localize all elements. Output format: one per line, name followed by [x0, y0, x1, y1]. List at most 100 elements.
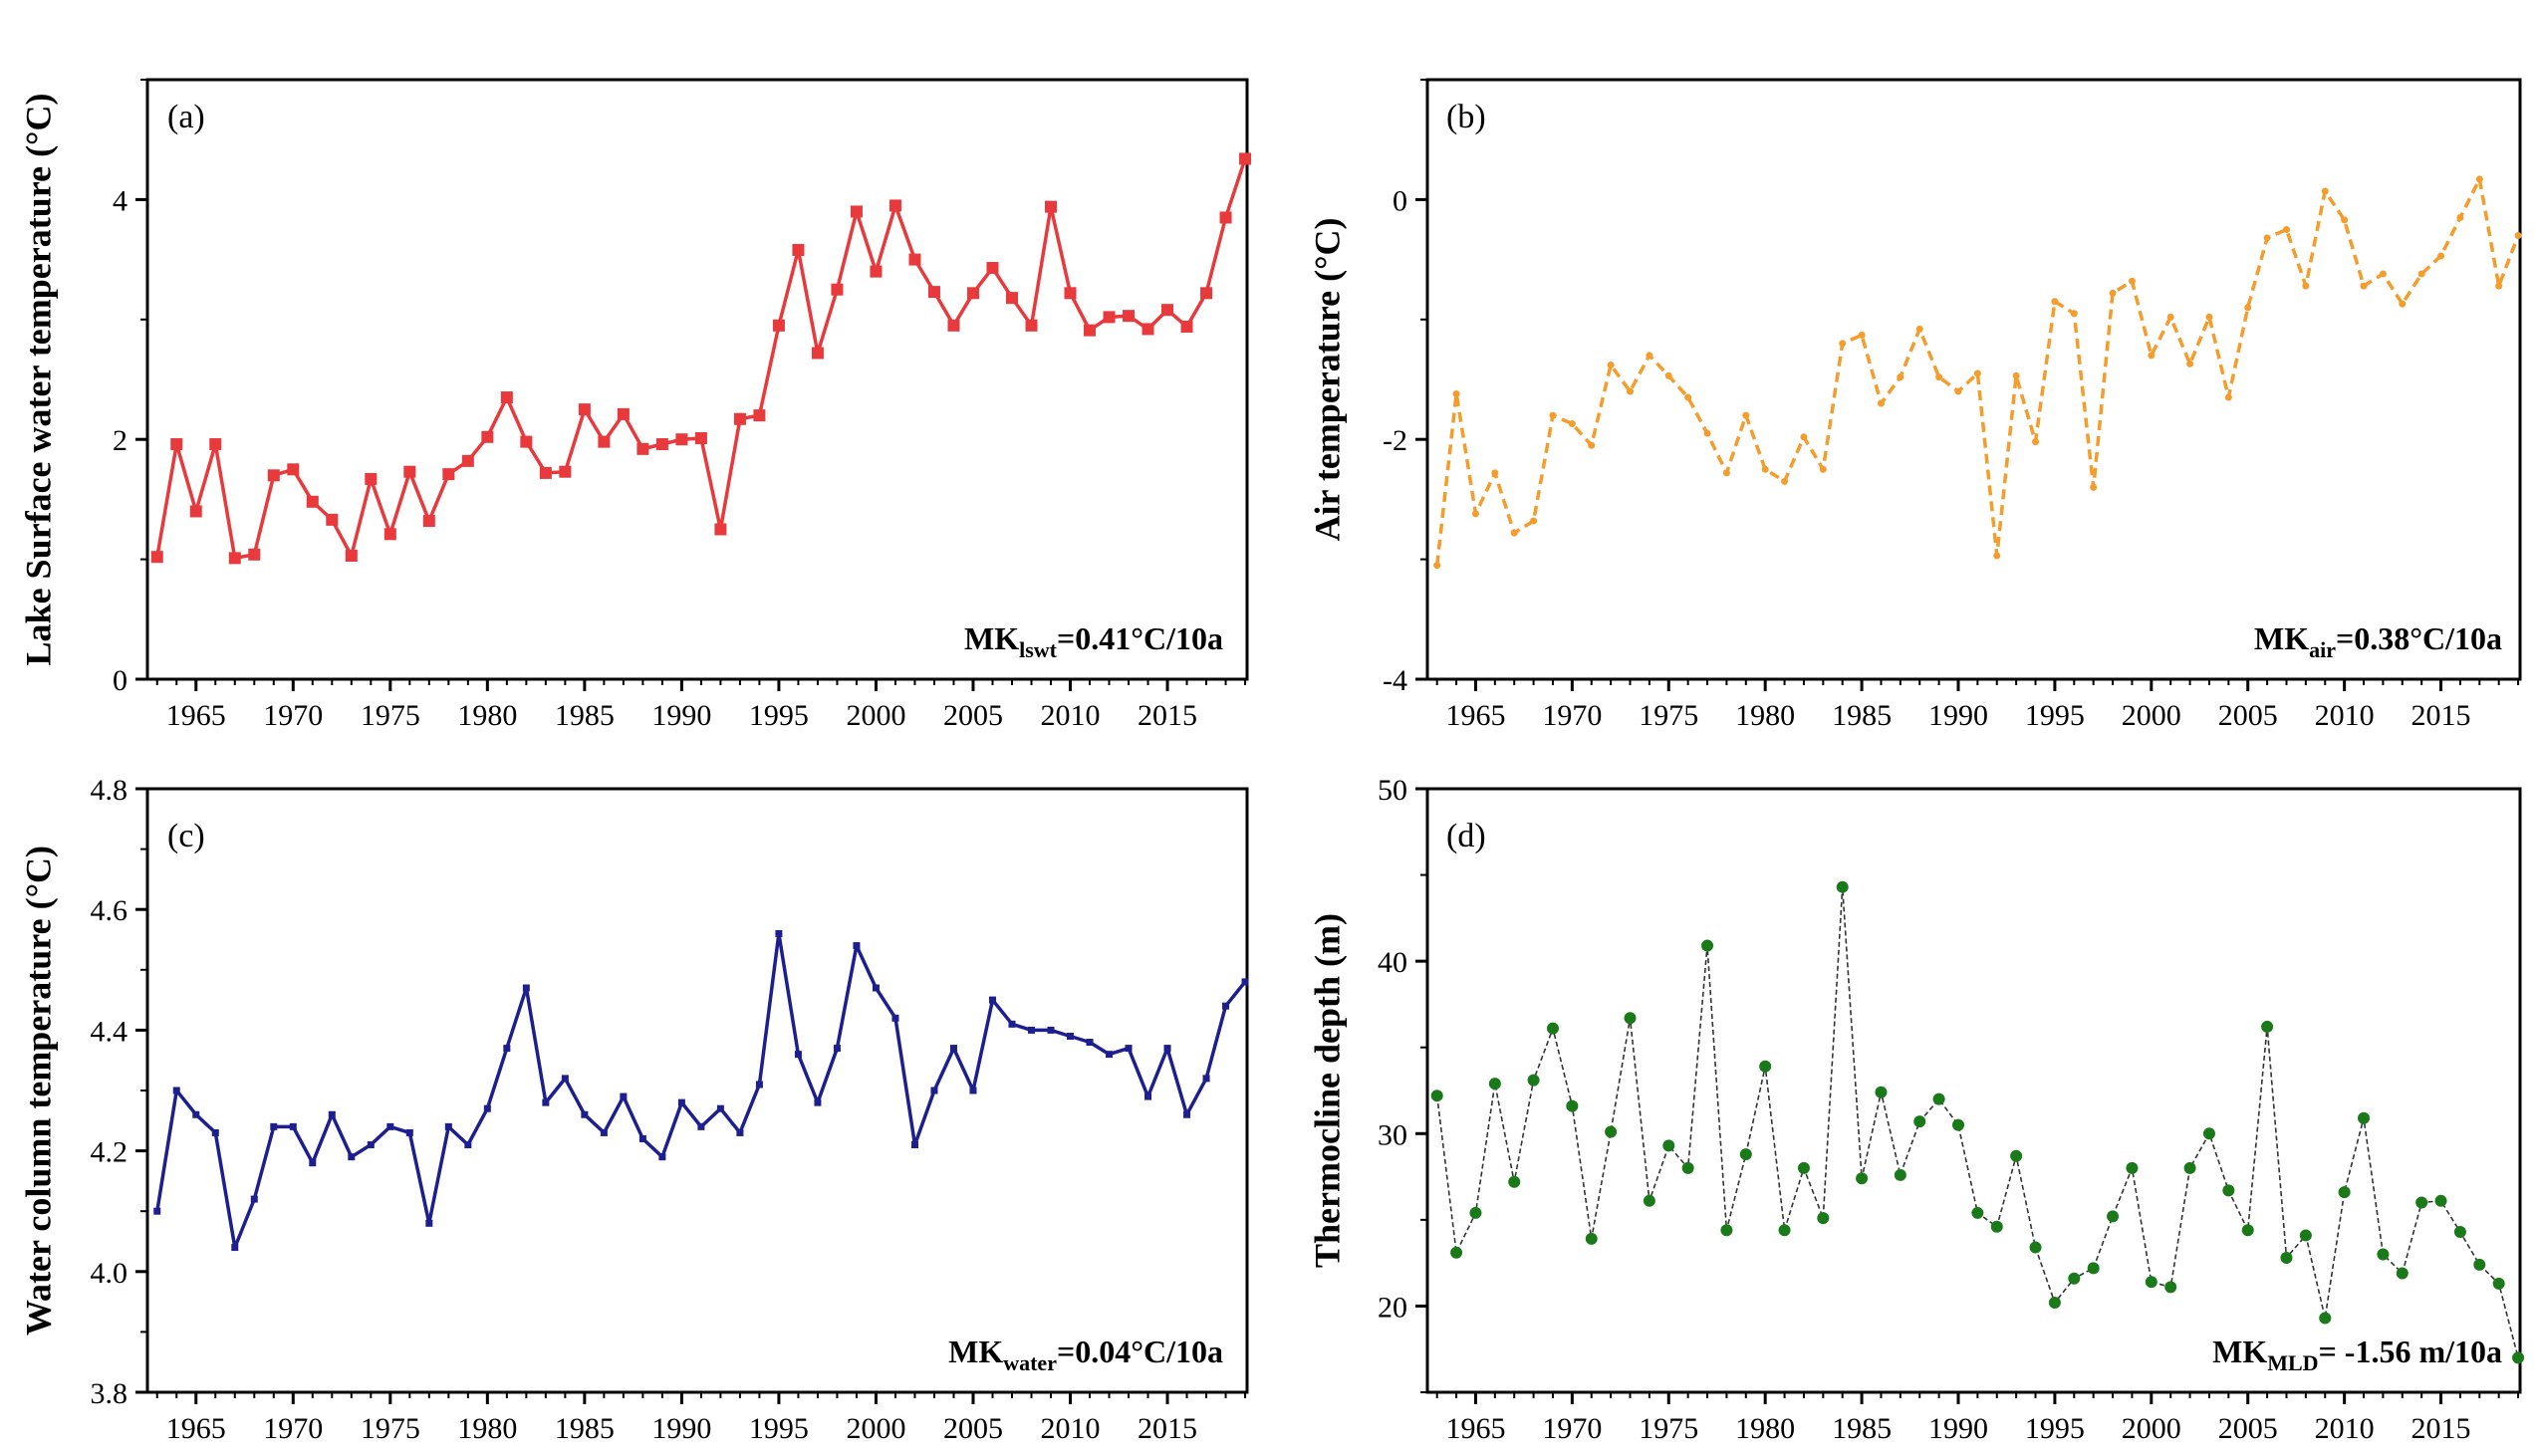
plot-frame [145, 787, 1249, 1394]
data-point [2244, 304, 2252, 312]
data-point [753, 409, 766, 422]
data-point [1894, 1168, 1906, 1181]
data-point [2183, 1161, 2196, 1174]
data-point [772, 319, 785, 332]
x-tick-label: 1985 [555, 1412, 615, 1445]
x-tick-label: 2000 [2122, 699, 2181, 732]
data-point [581, 1110, 589, 1118]
data-point [792, 243, 805, 256]
data-point [1681, 1161, 1694, 1174]
data-point [1200, 287, 1213, 300]
data-point [1183, 1110, 1191, 1118]
data-point [775, 929, 783, 937]
data-point [2224, 393, 2232, 401]
x-tick-label: 1990 [651, 1412, 711, 1445]
panel-a: 0 2 4 1965 1970 1975 1980 1985 1990 1995 2000 2005 2… [18, 78, 1252, 732]
data-point [872, 984, 880, 992]
data-point [733, 412, 746, 425]
data-point [1703, 429, 1711, 437]
panel-c: 3.8 4.0 4.2 4.4 4.6 4.8 1965 1970 1975 1980 1985 19… [18, 774, 1249, 1445]
x-tick-label: 2005 [2218, 1412, 2278, 1445]
data-point [1452, 389, 1460, 397]
data-point [383, 528, 396, 541]
data-point [2029, 1241, 2042, 1254]
data-point [503, 1045, 511, 1053]
data-point [2492, 1277, 2505, 1290]
data-point [1064, 287, 1077, 300]
data-point [988, 996, 996, 1004]
data-point [600, 1128, 608, 1136]
data-point [966, 287, 979, 300]
x-tick-label: 2010 [1041, 1412, 1101, 1445]
data-point [1433, 562, 1441, 570]
x-tick-label: 1965 [166, 1412, 226, 1445]
data-point [910, 1141, 918, 1149]
panel-label: (c) [167, 818, 205, 854]
data-point [1450, 1246, 1463, 1259]
y-tick-label: 4.8 [91, 774, 128, 807]
mk-subscript: MLD [2267, 1350, 2318, 1375]
x-tick-label: 2005 [943, 1412, 1003, 1445]
x-tick-label: 1995 [2025, 1412, 2085, 1445]
data-point [2514, 232, 2522, 240]
data-point [1568, 420, 1576, 428]
data-point [2475, 175, 2483, 183]
data-point [1241, 978, 1249, 986]
data-point [539, 466, 552, 479]
data-point [1488, 1078, 1501, 1091]
data-point [636, 442, 649, 455]
x-tick-label: 1990 [651, 699, 711, 732]
data-point [2302, 282, 2310, 290]
data-point [1684, 393, 1692, 401]
data-point [405, 1128, 413, 1136]
data-point [1742, 411, 1750, 419]
x-tick-label: 1985 [555, 699, 615, 732]
data-point [1627, 387, 1635, 395]
data-point [2456, 213, 2464, 221]
data-point [891, 1014, 899, 1022]
data-point [833, 1045, 841, 1053]
x-tick-label: 2005 [943, 699, 1003, 732]
data-point [367, 1141, 375, 1149]
data-point [2148, 352, 2156, 360]
data-point [2186, 360, 2194, 367]
data-point [542, 1098, 550, 1106]
data-point [1086, 1039, 1094, 1047]
data-point [1239, 152, 1252, 165]
panel-label: (b) [1446, 99, 1486, 135]
x-tick-label: 2015 [1138, 1412, 1197, 1445]
data-point [1106, 1051, 1114, 1059]
data-point [422, 515, 435, 528]
plot-frame [145, 78, 1249, 681]
mk-value: = -1.56 m/10a [2319, 1334, 2502, 1369]
data-point [2068, 1272, 2081, 1285]
data-point [714, 523, 727, 536]
data-point [927, 286, 940, 299]
data-point [444, 1122, 452, 1130]
data-point [1761, 465, 1769, 473]
data-point [2319, 1312, 2332, 1325]
data-point [1643, 1194, 1655, 1207]
mk-value: =0.38°C/10a [2336, 620, 2502, 656]
panel-label: (d) [1446, 818, 1486, 854]
x-tick-label: 1995 [749, 699, 809, 732]
data-point [1720, 1224, 1733, 1237]
mk-annotation: MKMLD= -1.56 m/10a [2212, 1334, 2502, 1375]
data-point [483, 1104, 491, 1112]
data-point [2434, 1194, 2447, 1207]
data-point [1915, 325, 1923, 333]
data-point [2048, 1296, 2061, 1309]
data-point [1588, 441, 1596, 449]
data-point [2222, 1184, 2235, 1197]
data-point [1662, 1139, 1675, 1152]
data-point [930, 1087, 938, 1094]
data-point [947, 319, 960, 332]
data-point [345, 549, 358, 562]
data-point [2032, 438, 2040, 446]
data-point [348, 1153, 356, 1161]
data-point [1530, 517, 1538, 525]
data-point [403, 465, 416, 478]
data-point [1219, 211, 1232, 224]
panel-b: -4 -2 0 1965 1970 1975 1980 1985 1990 1995 2000 200… [1307, 78, 2522, 732]
mk-subscript: lswt [1019, 637, 1058, 662]
